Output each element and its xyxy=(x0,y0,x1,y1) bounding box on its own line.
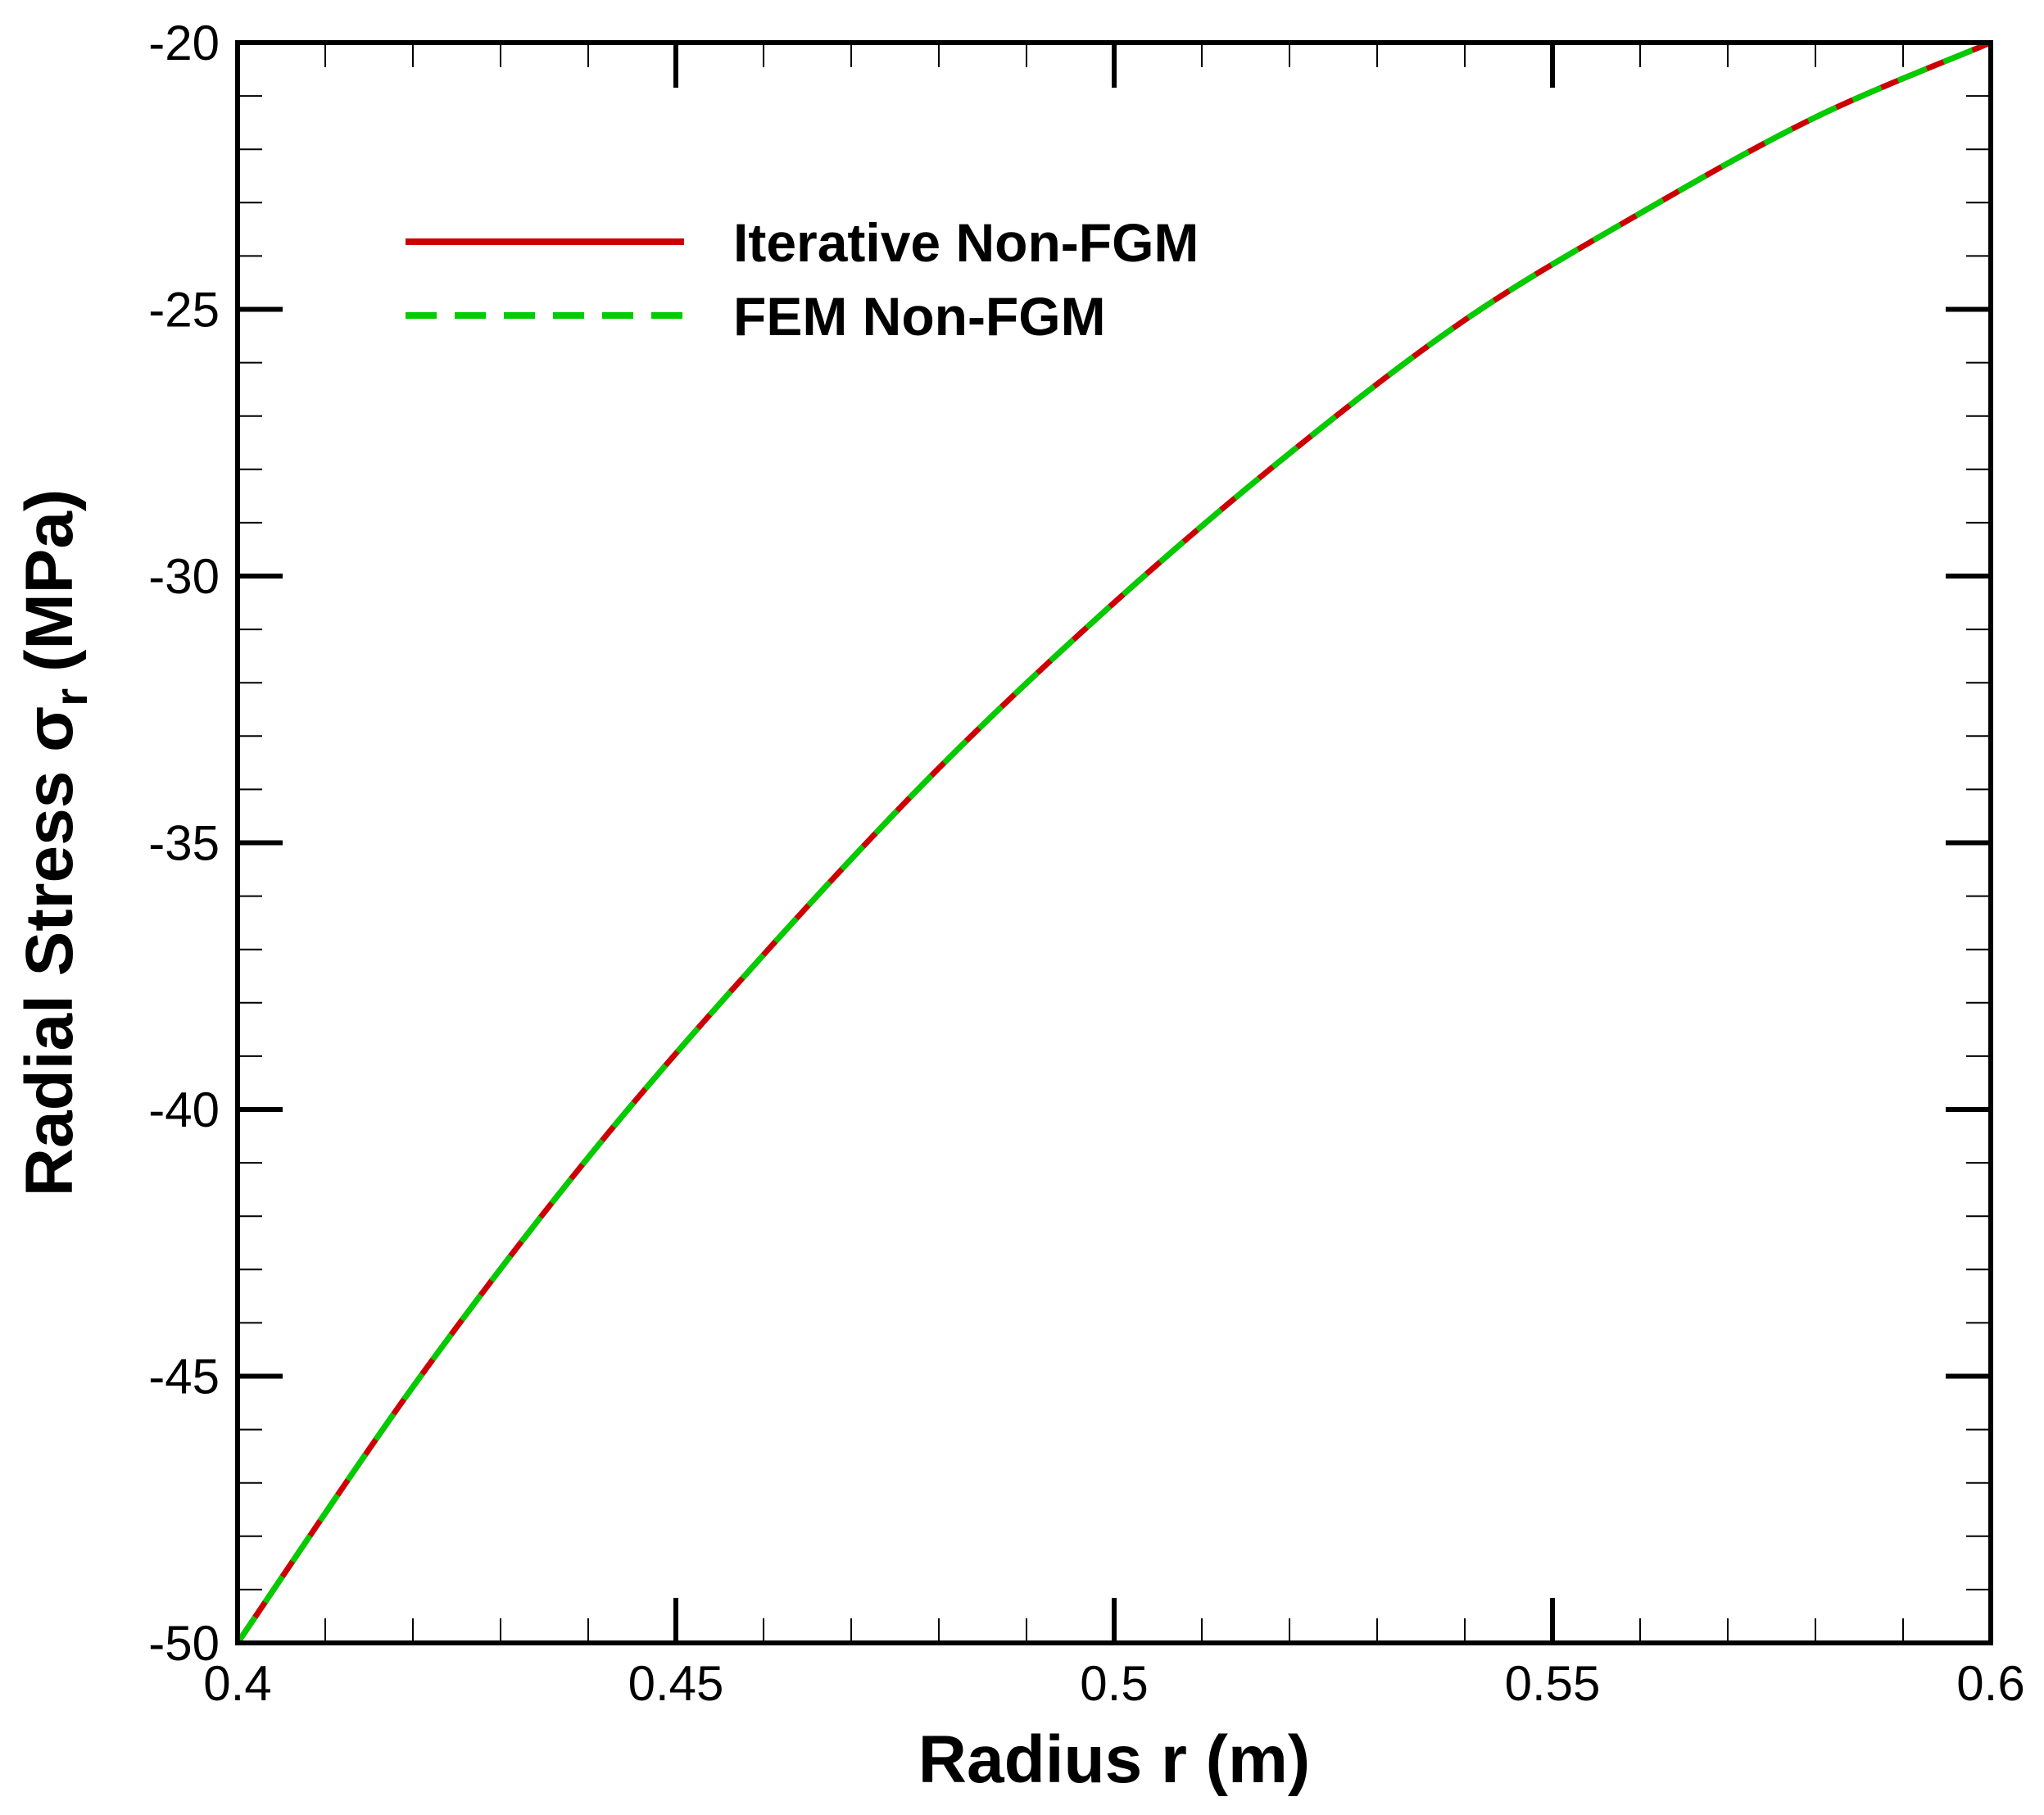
y-tick-label: -40 xyxy=(148,1082,220,1137)
legend: Iterative Non-FGM FEM Non-FGM xyxy=(406,212,1199,347)
y-tick-label: -50 xyxy=(148,1616,220,1671)
y-tick-label: -45 xyxy=(148,1350,220,1404)
y-axis-title: Radial Stress σr (MPa) xyxy=(12,489,97,1196)
series-layer xyxy=(235,39,1992,1645)
y-axis-title-subscript: r xyxy=(45,688,97,706)
minor-ticks xyxy=(238,43,1991,1643)
y-tick-label: -25 xyxy=(148,283,220,338)
series-line-0 xyxy=(235,39,1992,1645)
x-tick-labels: 0.4 0.45 0.5 0.55 0.6 xyxy=(203,1656,2024,1711)
x-tick-label: 0.4 xyxy=(203,1656,271,1711)
y-tick-labels: -50 -45 -40 -35 -30 -25 -20 xyxy=(148,16,220,1671)
x-tick-label: 0.45 xyxy=(628,1656,724,1711)
y-axis-title-unit: (MPa) xyxy=(12,489,87,672)
x-tick-label: 0.6 xyxy=(1956,1656,2024,1711)
plot-frame xyxy=(235,40,1993,1645)
legend-label-iterative: Iterative Non-FGM xyxy=(733,212,1199,273)
y-tick-label: -20 xyxy=(148,16,220,70)
y-tick-label: -35 xyxy=(148,816,220,871)
y-axis-title-main: Radial Stress σ xyxy=(12,706,87,1196)
legend-label-fem: FEM Non-FGM xyxy=(733,286,1106,347)
major-ticks xyxy=(235,40,1993,1645)
series-line-1 xyxy=(235,39,1992,1645)
y-tick-label: -30 xyxy=(148,549,220,604)
x-tick-label: 0.5 xyxy=(1080,1656,1148,1711)
x-axis-title: Radius r (m) xyxy=(918,1722,1310,1797)
x-tick-label: 0.55 xyxy=(1505,1656,1601,1711)
